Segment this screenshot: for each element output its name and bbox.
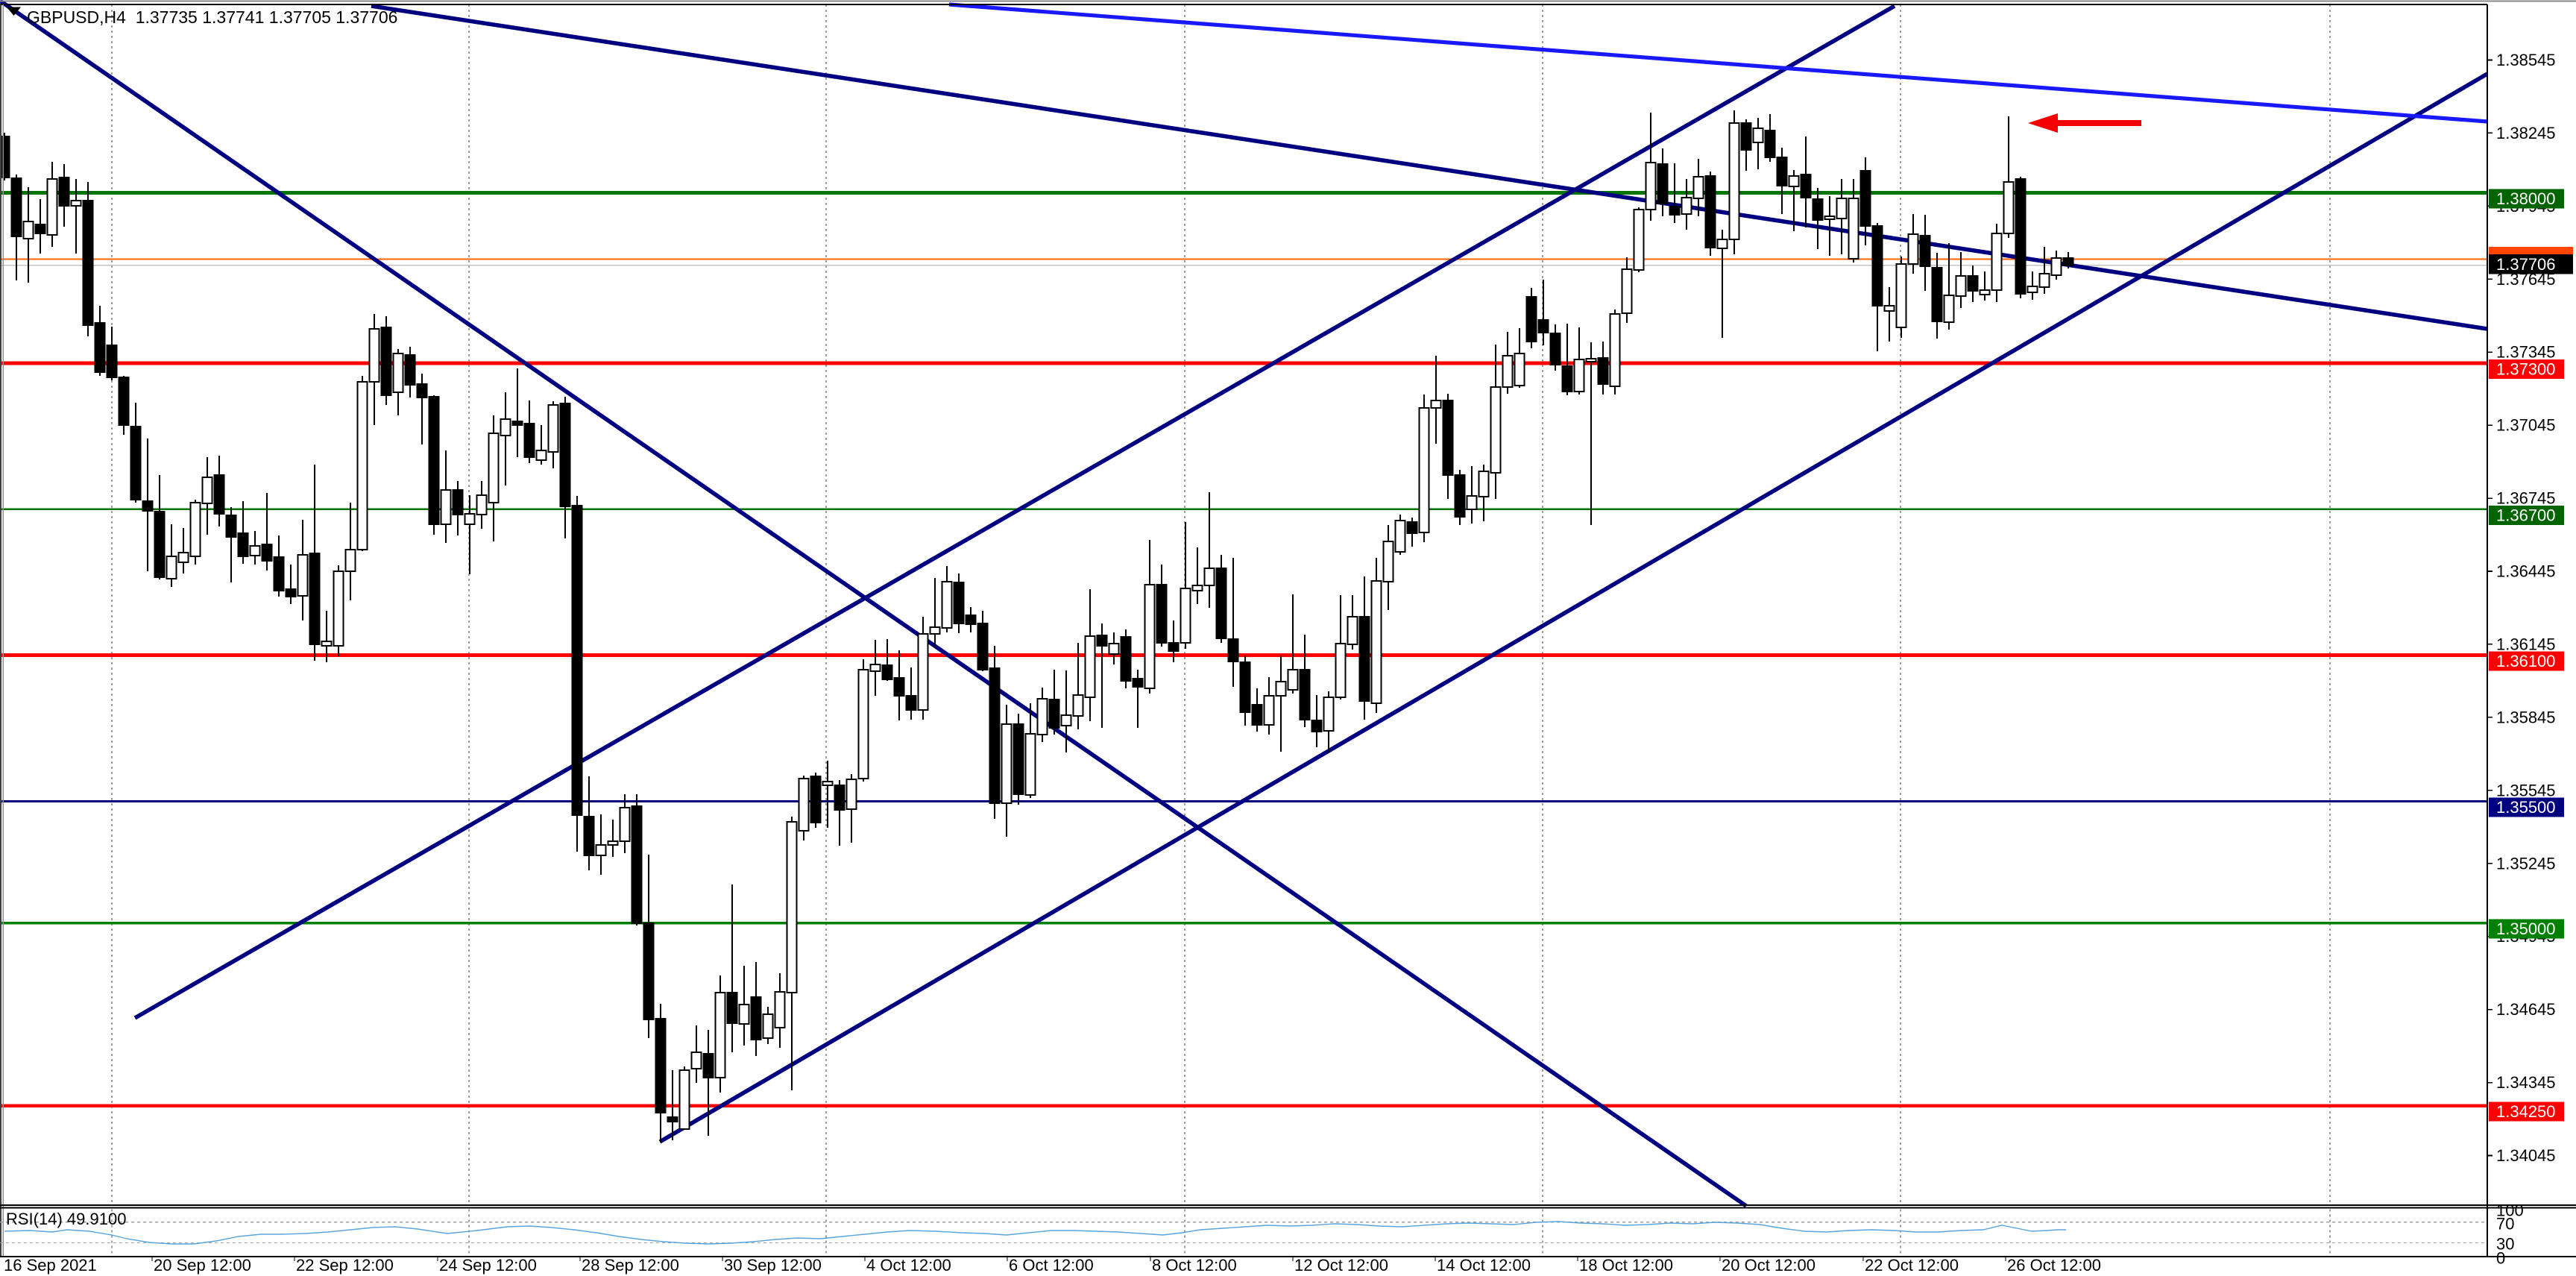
svg-text:4 Oct 12:00: 4 Oct 12:00 bbox=[866, 1256, 951, 1275]
svg-text:0: 0 bbox=[2496, 1249, 2505, 1268]
svg-text:30 Sep 12:00: 30 Sep 12:00 bbox=[724, 1256, 822, 1275]
svg-text:6 Oct 12:00: 6 Oct 12:00 bbox=[1009, 1256, 1094, 1275]
svg-text:70: 70 bbox=[2496, 1215, 2514, 1233]
svg-text:1.37345: 1.37345 bbox=[2496, 343, 2556, 362]
svg-text:16 Sep 2021: 16 Sep 2021 bbox=[4, 1256, 97, 1275]
svg-text:26 Oct 12:00: 26 Oct 12:00 bbox=[2007, 1256, 2101, 1275]
svg-text:100: 100 bbox=[2496, 1201, 2524, 1220]
svg-text:1.36445: 1.36445 bbox=[2496, 562, 2556, 581]
svg-text:1.34250: 1.34250 bbox=[2496, 1102, 2556, 1121]
svg-text:20 Oct 12:00: 20 Oct 12:00 bbox=[1722, 1256, 1816, 1275]
svg-text:1.37706: 1.37706 bbox=[2496, 255, 2556, 274]
svg-text:1.38545: 1.38545 bbox=[2496, 51, 2556, 69]
svg-text:1.35245: 1.35245 bbox=[2496, 854, 2556, 873]
svg-text:30: 30 bbox=[2496, 1235, 2514, 1254]
svg-text:GBPUSD,H4 1.37735 1.37741 1.3: GBPUSD,H4 1.37735 1.37741 1.37705 1.3770… bbox=[27, 7, 397, 27]
svg-text:1.36100: 1.36100 bbox=[2496, 652, 2556, 670]
svg-text:28 Sep 12:00: 28 Sep 12:00 bbox=[582, 1256, 679, 1275]
svg-text:22 Oct 12:00: 22 Oct 12:00 bbox=[1865, 1256, 1959, 1275]
svg-text:1.35845: 1.35845 bbox=[2496, 708, 2556, 726]
svg-text:1.35000: 1.35000 bbox=[2496, 920, 2556, 938]
svg-text:1.37300: 1.37300 bbox=[2496, 359, 2556, 378]
svg-text:18 Oct 12:00: 18 Oct 12:00 bbox=[1579, 1256, 1673, 1275]
svg-text:14 Oct 12:00: 14 Oct 12:00 bbox=[1437, 1256, 1531, 1275]
svg-text:1.37045: 1.37045 bbox=[2496, 416, 2556, 435]
svg-text:1.38000: 1.38000 bbox=[2496, 189, 2556, 208]
svg-text:20 Sep 12:00: 20 Sep 12:00 bbox=[154, 1256, 251, 1275]
svg-text:22 Sep 12:00: 22 Sep 12:00 bbox=[296, 1256, 394, 1275]
svg-text:24 Sep 12:00: 24 Sep 12:00 bbox=[439, 1256, 537, 1275]
svg-text:12 Oct 12:00: 12 Oct 12:00 bbox=[1294, 1256, 1388, 1275]
svg-text:1.34045: 1.34045 bbox=[2496, 1146, 2556, 1165]
svg-text:1.35545: 1.35545 bbox=[2496, 781, 2556, 799]
svg-text:1.38245: 1.38245 bbox=[2496, 124, 2556, 142]
svg-text:1.34345: 1.34345 bbox=[2496, 1073, 2556, 1092]
svg-text:1.36745: 1.36745 bbox=[2496, 489, 2556, 508]
svg-text:RSI(14) 49.9100: RSI(14) 49.9100 bbox=[6, 1210, 126, 1228]
svg-text:1.36145: 1.36145 bbox=[2496, 635, 2556, 653]
svg-text:1.35500: 1.35500 bbox=[2496, 798, 2556, 817]
svg-text:8 Oct 12:00: 8 Oct 12:00 bbox=[1152, 1256, 1237, 1275]
svg-text:1.36700: 1.36700 bbox=[2496, 506, 2556, 524]
svg-text:1.34645: 1.34645 bbox=[2496, 1000, 2556, 1019]
